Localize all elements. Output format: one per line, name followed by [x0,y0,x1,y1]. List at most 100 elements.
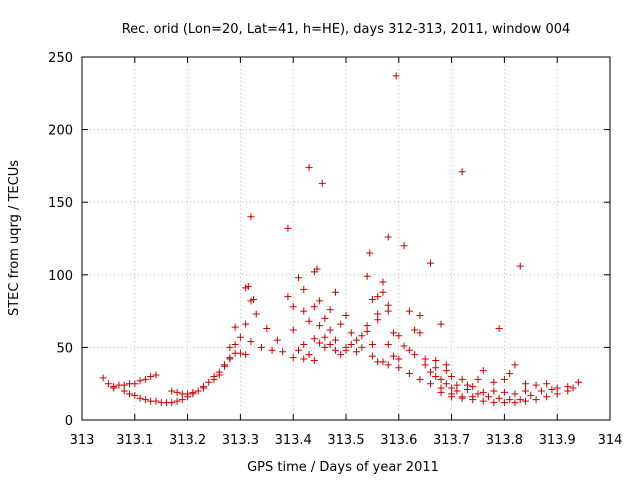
data-point [537,387,545,395]
y-tick-label: 0 [65,414,73,429]
x-tick-label: 313.2 [169,433,206,448]
data-point [226,354,234,362]
data-point [294,346,302,354]
data-point [210,375,218,383]
plot-frame [81,56,611,421]
data-point [247,338,255,346]
data-point [368,295,376,303]
data-point [305,351,313,359]
data-point [426,259,434,267]
data-point [141,375,149,383]
data-point [215,371,223,379]
data-point [495,325,503,333]
x-axis-label: GPS time / Days of year 2011 [247,460,439,475]
x-tick-label: 313.1 [116,433,153,448]
data-point [99,374,107,382]
data-point [411,351,419,359]
data-point [284,224,292,232]
data-point [184,390,192,398]
data-point [511,390,519,398]
data-point [416,375,424,383]
y-axis-label: STEC from uqrg / TECUs [7,160,22,316]
data-point [331,288,339,296]
data-point [242,351,250,359]
data-point [321,314,329,322]
data-point [331,346,339,354]
data-point [432,372,440,380]
data-point [405,307,413,315]
data-point [490,378,498,386]
data-point [236,349,244,357]
data-point [250,295,258,303]
data-point [326,326,334,334]
x-tick-label: 313.3 [222,433,259,448]
data-point [104,380,112,388]
data-point [453,381,461,389]
data-point [358,332,366,340]
data-point [126,390,134,398]
grid-lines [82,57,610,420]
data-point [221,361,229,369]
data-point [506,396,514,404]
data-point [342,311,350,319]
data-point [252,310,260,318]
data-point [426,380,434,388]
data-point [374,293,382,301]
data-point [437,320,445,328]
data-point [284,293,292,301]
y-tick-label: 150 [48,196,73,211]
data-point [318,179,326,187]
data-point [231,323,239,331]
data-point [337,320,345,328]
data-point [469,383,477,391]
data-point [279,348,287,356]
data-point [384,301,392,309]
data-point [326,340,334,348]
data-point [392,72,400,80]
x-tick-label: 314 [598,433,623,448]
data-point [152,397,160,405]
data-point [548,386,556,394]
x-tick-label: 313 [70,433,95,448]
data-point [511,399,519,407]
data-point [442,380,450,388]
data-point [390,329,398,337]
data-point [432,364,440,372]
data-point [426,368,434,376]
data-point [416,311,424,319]
data-point [374,358,382,366]
data-point [448,372,456,380]
data-point [300,307,308,315]
data-point [136,377,144,385]
data-point [326,306,334,314]
data-point [236,333,244,341]
data-point [268,346,276,354]
data-point [474,390,482,398]
data-point [527,391,535,399]
chart-title: Rec. orid (Lon=20, Lat=41, h=HE), days 3… [122,22,571,37]
data-point [310,303,318,311]
data-point [358,343,366,351]
data-point [395,332,403,340]
data-point [490,387,498,395]
y-tick-label: 200 [48,124,73,139]
data-point [495,394,503,402]
data-point [500,375,508,383]
data-point [110,384,118,392]
data-point [152,371,160,379]
data-point [300,355,308,363]
data-point [305,317,313,325]
data-point [273,336,281,344]
data-point [405,370,413,378]
data-point [469,393,477,401]
data-point [347,340,355,348]
data-points [99,72,582,407]
data-point [205,378,213,386]
data-point [310,335,318,343]
data-point [310,356,318,364]
data-point [421,361,429,369]
data-point [353,348,361,356]
x-tick-label: 313.9 [539,433,576,448]
x-tick-label: 313.6 [380,433,417,448]
